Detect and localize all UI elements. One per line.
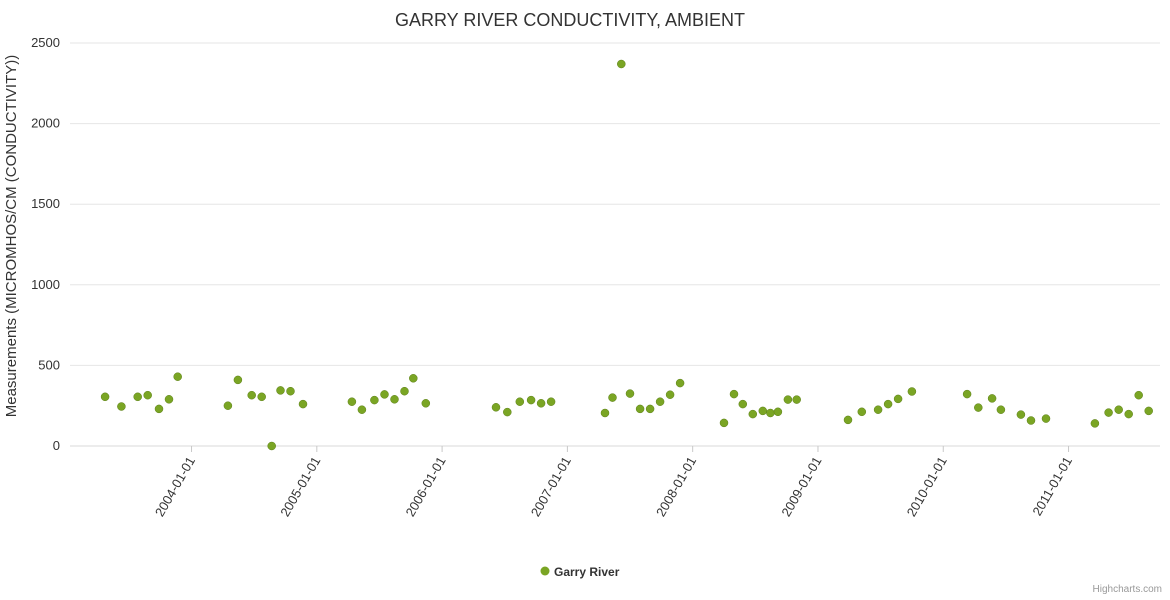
data-point[interactable] bbox=[267, 441, 276, 451]
data-point[interactable] bbox=[298, 399, 308, 409]
data-point[interactable] bbox=[247, 390, 256, 400]
data-point[interactable] bbox=[617, 59, 626, 69]
data-point[interactable] bbox=[608, 393, 617, 402]
data-point[interactable] bbox=[729, 389, 739, 399]
data-point[interactable] bbox=[286, 386, 295, 396]
credits-link[interactable]: Highcharts.com bbox=[1093, 584, 1162, 595]
data-point[interactable] bbox=[738, 399, 748, 409]
data-point[interactable] bbox=[645, 404, 655, 414]
data-point[interactable] bbox=[893, 394, 903, 404]
data-point[interactable] bbox=[758, 406, 768, 416]
data-point[interactable] bbox=[675, 378, 685, 388]
data-point[interactable] bbox=[370, 395, 379, 405]
data-point[interactable] bbox=[857, 407, 867, 417]
y-tick-label: 2000 bbox=[31, 116, 60, 131]
data-point[interactable] bbox=[635, 404, 645, 414]
data-point[interactable] bbox=[143, 390, 152, 400]
data-point[interactable] bbox=[655, 397, 665, 406]
legend[interactable]: Garry River bbox=[540, 565, 620, 579]
y-tick-label: 1000 bbox=[31, 277, 60, 292]
data-point[interactable] bbox=[536, 399, 546, 408]
x-tick-label: 2005-01-01 bbox=[277, 454, 323, 519]
data-point[interactable] bbox=[1041, 414, 1051, 423]
data-point[interactable] bbox=[409, 374, 418, 383]
data-point[interactable] bbox=[719, 418, 729, 428]
data-point[interactable] bbox=[526, 395, 536, 405]
data-point[interactable] bbox=[347, 397, 357, 406]
y-tick-label: 2500 bbox=[31, 35, 60, 50]
y-axis-labels: 0 500 1000 1500 2000 2500 bbox=[31, 35, 60, 453]
data-point[interactable] bbox=[748, 409, 758, 419]
data-point[interactable] bbox=[792, 395, 801, 404]
data-point[interactable] bbox=[421, 399, 431, 408]
data-point[interactable] bbox=[1134, 390, 1143, 400]
data-point[interactable] bbox=[173, 372, 182, 381]
y-tick-label: 1500 bbox=[31, 196, 60, 211]
data-point[interactable] bbox=[154, 404, 164, 414]
x-tick-label: 2011-01-01 bbox=[1029, 454, 1075, 518]
data-point[interactable] bbox=[1026, 416, 1036, 425]
data-point[interactable] bbox=[117, 402, 126, 411]
data-point[interactable] bbox=[164, 395, 174, 404]
data-point[interactable] bbox=[773, 407, 783, 417]
legend-label: Garry River bbox=[554, 565, 620, 579]
x-tick-label: 2006-01-01 bbox=[402, 454, 448, 519]
data-point[interactable] bbox=[625, 389, 635, 398]
data-point[interactable] bbox=[996, 405, 1006, 414]
data-point[interactable] bbox=[962, 389, 972, 399]
x-tick-label: 2004-01-01 bbox=[152, 454, 198, 519]
data-point[interactable] bbox=[257, 392, 266, 402]
data-point[interactable] bbox=[873, 405, 883, 414]
data-point[interactable] bbox=[133, 392, 142, 402]
data-point[interactable] bbox=[390, 395, 399, 404]
data-point[interactable] bbox=[400, 386, 409, 396]
data-point[interactable] bbox=[907, 387, 917, 396]
data-point[interactable] bbox=[766, 408, 775, 418]
y-tick-label: 500 bbox=[38, 357, 60, 372]
data-point[interactable] bbox=[491, 403, 501, 412]
data-point[interactable] bbox=[380, 390, 389, 399]
data-point[interactable] bbox=[883, 399, 893, 409]
data-point[interactable] bbox=[1090, 419, 1100, 428]
data-point[interactable] bbox=[515, 397, 525, 406]
data-point[interactable] bbox=[233, 375, 243, 385]
x-tick-label: 2009-01-01 bbox=[778, 454, 824, 519]
x-tick-label: 2007-01-01 bbox=[528, 454, 574, 519]
data-point[interactable] bbox=[1144, 406, 1153, 416]
x-tick-label: 2008-01-01 bbox=[653, 454, 699, 519]
data-point[interactable] bbox=[1114, 405, 1123, 414]
data-point[interactable] bbox=[1016, 410, 1026, 419]
data-point[interactable] bbox=[665, 390, 675, 399]
data-point[interactable] bbox=[843, 415, 853, 425]
data-point[interactable] bbox=[357, 405, 367, 414]
y-axis-title: Measurements (MICROMHOS/CM (CONDUCTIVITY… bbox=[3, 55, 20, 418]
data-point[interactable] bbox=[783, 395, 793, 404]
x-axis-labels: 2004-01-01 2005-01-01 2006-01-01 2007-01-01… bbox=[152, 454, 1075, 519]
data-point[interactable] bbox=[546, 397, 556, 406]
gridlines bbox=[70, 42, 1160, 447]
data-point[interactable] bbox=[503, 407, 512, 417]
legend-marker-icon bbox=[540, 566, 550, 576]
data-point[interactable] bbox=[1124, 409, 1133, 419]
axis-lines bbox=[70, 445, 1160, 452]
data-point[interactable] bbox=[1104, 408, 1113, 417]
x-tick-label: 2010-01-01 bbox=[904, 454, 950, 519]
y-tick-label: 0 bbox=[53, 438, 60, 453]
data-point[interactable] bbox=[600, 408, 610, 418]
data-point[interactable] bbox=[276, 386, 285, 395]
chart-title: GARRY RIVER CONDUCTIVITY, AMBIENT bbox=[395, 10, 745, 30]
data-points bbox=[100, 59, 1153, 451]
data-point[interactable] bbox=[987, 394, 997, 403]
data-point[interactable] bbox=[100, 392, 110, 402]
data-point[interactable] bbox=[223, 401, 233, 410]
data-point[interactable] bbox=[974, 403, 983, 412]
